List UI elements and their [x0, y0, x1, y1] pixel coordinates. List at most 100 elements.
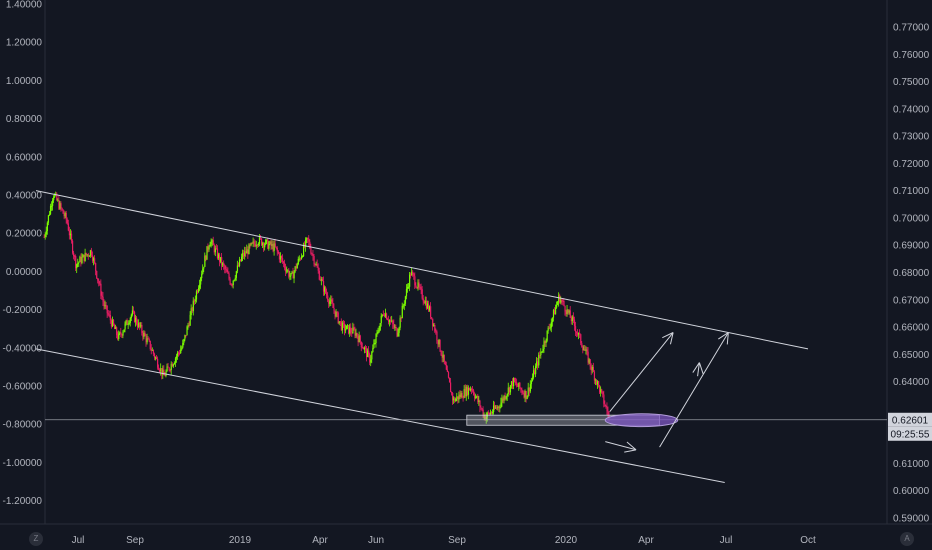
candle-body	[109, 314, 111, 321]
candle-body	[548, 327, 550, 329]
candle-body	[290, 273, 292, 276]
candle-body	[266, 239, 268, 241]
candle-body	[183, 339, 185, 343]
candle-body	[186, 327, 188, 336]
candle-body	[284, 263, 286, 268]
candle-body	[68, 230, 71, 236]
candle-body	[553, 310, 556, 315]
right-axis-tick-label: 0.71000	[893, 186, 930, 197]
timezone-icon[interactable]: Z	[29, 532, 43, 546]
candle-body	[370, 359, 372, 363]
candle-body	[259, 236, 262, 239]
candle-body	[58, 200, 60, 209]
left-axis-tick-label: 0.60000	[6, 152, 43, 163]
candle-body	[74, 256, 76, 258]
candle-body	[97, 278, 99, 281]
candle-body	[56, 193, 58, 201]
candle-body	[91, 255, 94, 261]
candle-body	[309, 241, 311, 249]
candle-body	[456, 396, 458, 399]
candle-body	[365, 348, 368, 358]
candle-body	[180, 349, 182, 354]
left-axis-tick-label: 1.00000	[6, 76, 43, 87]
candle-body	[196, 291, 199, 293]
candle-body	[220, 257, 222, 262]
candle-body	[274, 243, 276, 247]
candle-body	[62, 209, 64, 214]
candle-body	[602, 391, 604, 395]
arrow-head	[669, 332, 674, 345]
auto-scale-icon[interactable]: A	[900, 532, 914, 546]
candle-body	[382, 314, 384, 316]
candle-body	[332, 302, 334, 308]
candle-body	[213, 245, 215, 253]
candle-body	[296, 264, 298, 269]
candle-body	[301, 256, 304, 258]
current-price-tag	[888, 412, 932, 427]
candle-body	[70, 233, 73, 241]
candle-body	[342, 322, 345, 324]
candle-body	[460, 392, 462, 397]
candle-body	[237, 265, 240, 267]
candle-body	[385, 313, 388, 320]
candle-body	[344, 329, 347, 331]
candle-body	[293, 271, 295, 279]
candle-body	[517, 385, 519, 387]
candle-body	[254, 243, 256, 247]
candle-body	[223, 263, 225, 266]
candle-body	[311, 253, 313, 255]
candle-body	[477, 396, 479, 402]
candle-body	[479, 400, 481, 408]
candle-body	[98, 280, 100, 284]
candle-body	[256, 244, 258, 246]
arrow-shaft	[697, 362, 700, 377]
candle-body	[445, 364, 447, 370]
candle-body	[79, 256, 81, 262]
candle-body	[473, 390, 475, 395]
candle-body	[47, 215, 50, 223]
candle-body	[600, 389, 602, 393]
candle-body	[565, 311, 567, 314]
candle-body	[487, 412, 489, 414]
candle-body	[561, 300, 563, 302]
candle-body	[411, 271, 413, 276]
candle-body	[341, 322, 344, 331]
candle-body	[412, 271, 414, 274]
candle-body	[386, 319, 389, 321]
candle-body	[273, 243, 275, 251]
candle-body	[113, 325, 116, 329]
candle-body	[378, 330, 380, 332]
candle-body	[262, 243, 264, 246]
candle-body	[243, 253, 245, 257]
candle-body	[202, 268, 204, 275]
candle-body	[574, 326, 577, 332]
candle-body	[153, 353, 156, 358]
candle-body	[497, 406, 499, 409]
candle-body	[333, 307, 335, 311]
candle-body	[86, 254, 88, 256]
candle-body	[283, 261, 285, 264]
candle-body	[349, 327, 351, 334]
candle-body	[437, 340, 439, 345]
candle-body	[527, 387, 529, 396]
candle-body	[250, 242, 252, 246]
candle-body	[192, 300, 194, 312]
candle-body	[238, 259, 241, 267]
candle-body	[191, 308, 193, 312]
candle-body	[461, 392, 463, 398]
candle-body	[147, 338, 149, 340]
candle-body	[123, 329, 125, 333]
candle-body	[313, 256, 315, 265]
candle-body	[127, 323, 129, 325]
candle-body	[403, 303, 405, 306]
candle-body	[167, 366, 169, 368]
candle-body	[197, 287, 200, 292]
candle-body	[489, 412, 492, 415]
candle-body	[347, 325, 349, 327]
candle-body	[193, 300, 195, 302]
candle-body	[75, 256, 77, 269]
candle-body	[162, 369, 164, 376]
candle-body	[430, 306, 432, 318]
candle-body	[105, 305, 107, 307]
